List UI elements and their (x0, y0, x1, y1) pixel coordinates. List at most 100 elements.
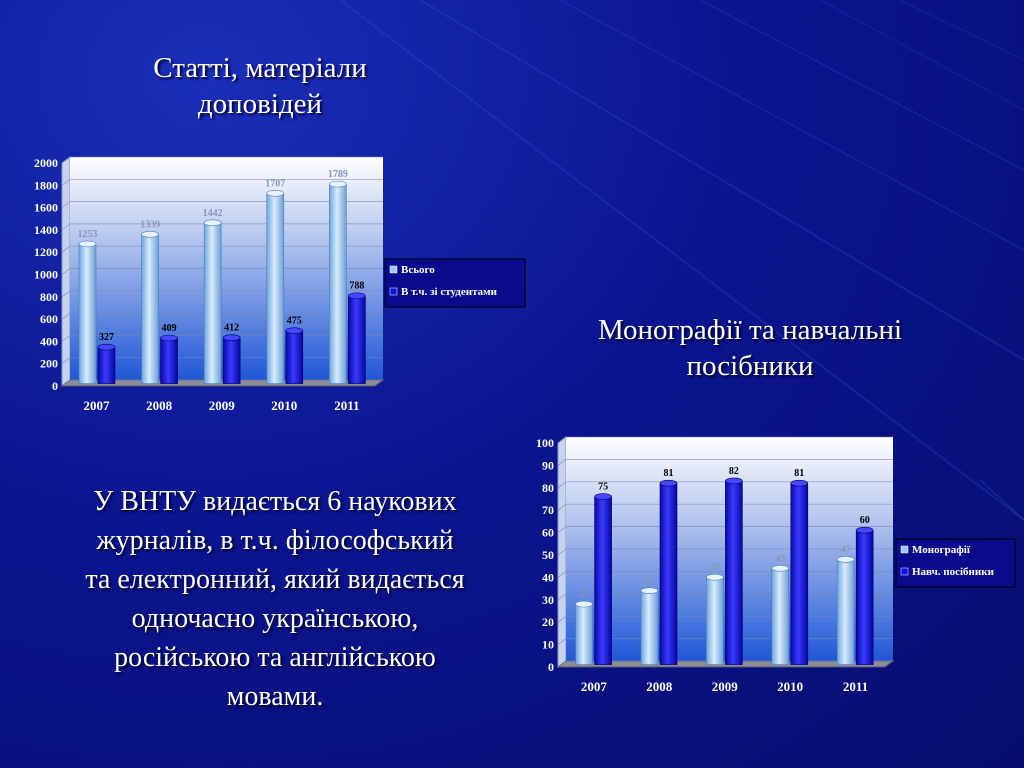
bar-top (97, 343, 116, 351)
bar-series1-2008 (659, 482, 678, 665)
chart2-title: Монографії та навчальні посібники (540, 312, 960, 384)
data-label: 327 (99, 332, 114, 343)
journals-paragraph: У ВНТУ видається 6 наукових журналів, в т… (30, 482, 520, 716)
data-label: 1339 (140, 219, 160, 230)
y-tick-label: 1800 (34, 178, 58, 192)
bar-top (266, 189, 285, 197)
y-tick-label: 2000 (34, 156, 58, 170)
gridline (61, 178, 383, 186)
y-tick-label: 30 (542, 593, 554, 607)
gridline (557, 526, 893, 533)
data-label: 409 (162, 323, 177, 334)
legend-label: Всього (401, 264, 435, 276)
paragraph-line: та електронний, який видається (85, 564, 465, 595)
bar-top (78, 240, 97, 248)
x-tick-label: 2007 (84, 398, 111, 413)
x-tick-label: 2008 (146, 398, 173, 413)
data-label: 47 (841, 544, 851, 555)
y-tick-label: 600 (40, 312, 58, 326)
data-label: 43 (775, 553, 785, 564)
bar-top (640, 587, 659, 594)
y-tick-label: 90 (542, 458, 554, 472)
data-label: 33 (644, 576, 654, 587)
y-tick-label: 40 (542, 570, 554, 584)
bar-top (203, 219, 222, 227)
y-tick-label: 80 (542, 481, 554, 495)
chart1-title-line2: доповідей (197, 88, 323, 120)
chart2-title-line1: Монографії та навчальні (597, 314, 903, 346)
paragraph-line: У ВНТУ видається 6 наукових (93, 486, 457, 517)
data-label: 39 (710, 562, 720, 573)
bar-series1-2011 (855, 529, 874, 665)
bar-top (706, 573, 724, 581)
bar-top (160, 334, 178, 342)
data-label: 60 (860, 515, 870, 526)
gridline (557, 481, 893, 489)
y-tick-label: 60 (542, 526, 554, 540)
bar-top (285, 327, 304, 334)
y-tick-label: 20 (542, 615, 554, 629)
legend-swatch (389, 287, 398, 296)
chart1-title: Статті, матеріали доповідей (60, 50, 460, 122)
legend (895, 538, 1016, 588)
legend-swatch (389, 265, 398, 274)
bar-top (329, 180, 347, 188)
bar-series1-2007 (594, 496, 612, 665)
legend-label: Монографії (912, 544, 971, 556)
data-label: 412 (224, 323, 239, 334)
y-tick-label: 0 (52, 379, 58, 393)
y-tick-label: 1000 (34, 268, 58, 282)
x-tick-label: 2007 (581, 679, 608, 694)
data-label: 81 (663, 468, 673, 479)
data-label: 475 (287, 316, 302, 327)
bar-top (141, 231, 159, 238)
data-label: 788 (349, 281, 364, 292)
bar-series1-2010 (790, 482, 809, 665)
gridline (557, 503, 893, 511)
y-tick-label: 0 (548, 660, 554, 674)
data-label: 1253 (77, 229, 97, 240)
paragraph-line: журналів, в т.ч. філософський (96, 525, 454, 556)
data-label: 1707 (265, 178, 285, 189)
legend-swatch (900, 545, 909, 554)
legend-swatch (900, 567, 909, 576)
chart2-title-line2: посібники (686, 350, 814, 382)
data-label: 82 (729, 466, 739, 477)
data-label: 1442 (203, 208, 223, 219)
legend-label: В т.ч. зі студентами (401, 286, 498, 298)
y-tick-label: 200 (40, 357, 58, 371)
bar-top (222, 334, 241, 341)
bar-top (855, 526, 874, 534)
chart1-title-line1: Статті, матеріали (153, 52, 367, 84)
y-tick-label: 1400 (34, 223, 58, 237)
bar-top (771, 564, 790, 572)
x-tick-label: 2010 (271, 398, 297, 413)
bar-top (836, 556, 855, 563)
y-tick-label: 10 (542, 638, 554, 652)
paragraph-line: одночасно українською, (131, 603, 419, 634)
x-tick-label: 2009 (209, 398, 236, 413)
bar-series0-2007 (575, 603, 593, 665)
bar-series1-2009 (725, 480, 743, 665)
x-tick-label: 2011 (334, 398, 359, 413)
bar-top (594, 493, 612, 500)
legend-label: Навч. посібники (912, 566, 995, 578)
gridline (557, 548, 893, 556)
bar-top (348, 292, 366, 300)
bar-top (575, 600, 593, 608)
bar-top (790, 479, 809, 487)
y-tick-label: 800 (40, 290, 58, 304)
data-label: 1789 (328, 169, 348, 180)
y-tick-label: 50 (542, 548, 554, 562)
data-label: 75 (598, 482, 608, 493)
bar-series0-2009 (706, 576, 724, 665)
legend (384, 258, 526, 308)
data-label: 81 (794, 468, 804, 479)
bar-series0-2010 (771, 567, 790, 665)
bar-series0-2011 (836, 559, 855, 665)
gridline (557, 459, 893, 466)
x-tick-label: 2011 (843, 679, 868, 694)
gridline (61, 156, 383, 164)
x-tick-label: 2010 (777, 679, 803, 694)
